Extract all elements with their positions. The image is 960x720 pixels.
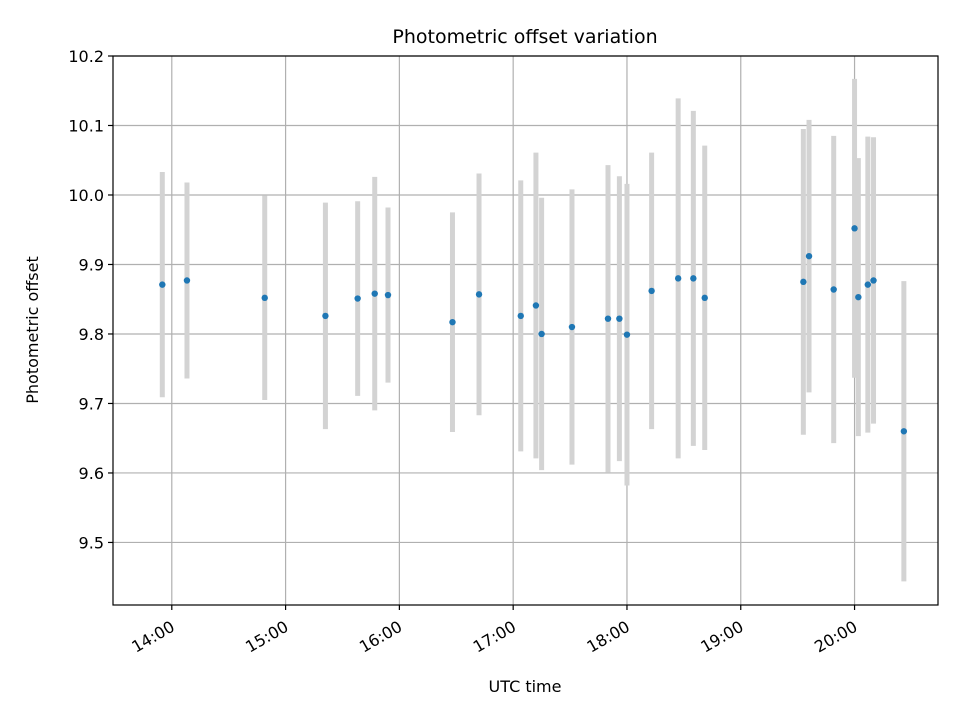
data-point [800,278,807,286]
y-tick-label: 9.5 [79,533,104,552]
data-point [648,287,655,295]
data-point [475,291,483,298]
data-point [159,281,166,288]
data-point [517,312,524,320]
data-point [864,281,872,288]
data-point [900,428,908,435]
data-point [830,286,837,293]
chart-title: Photometric offset variation [392,26,657,48]
data-point [449,318,456,326]
data-point [604,315,612,322]
data-point [851,225,858,232]
data-point [538,330,545,338]
data-point [261,294,268,302]
data-point [674,275,682,282]
data-point [805,252,813,260]
data-point [568,323,576,331]
x-axis-label: UTC time [489,677,562,696]
y-axis: 9.5 9.6 9.7 9.8 9.9 10.0 10.1 10.2 [68,47,113,552]
data-point [371,290,378,297]
data-point [701,294,708,302]
y-tick-label: 10.0 [68,186,104,205]
data-point [322,312,329,320]
plot-frame [112,55,939,606]
data-point [623,331,631,338]
data-point [354,295,361,302]
data-points [159,225,908,435]
data-point [532,302,540,309]
y-axis-label: Photometric offset [23,256,42,404]
data-point [183,277,191,284]
y-tick-label: 9.9 [79,255,104,274]
y-tick-label: 10.1 [68,116,104,135]
data-point [616,315,623,322]
data-point [855,293,862,301]
y-tick-label: 9.7 [79,394,104,413]
data-point [870,277,877,284]
data-point [384,291,392,299]
y-tick-label: 9.6 [79,464,104,483]
data-point [690,275,697,282]
y-tick-label: 9.8 [79,325,104,344]
y-tick-label: 10.2 [68,47,104,66]
